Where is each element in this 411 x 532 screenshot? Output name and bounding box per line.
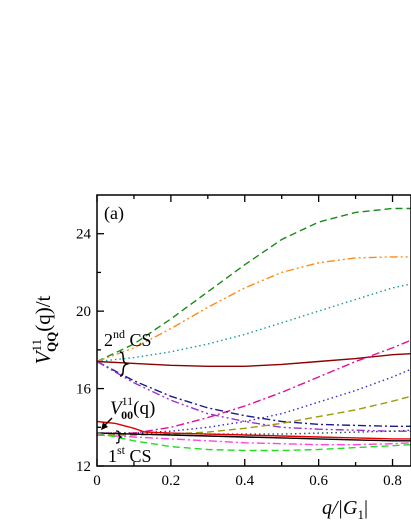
ylabel-argument: (q)/t: [31, 295, 55, 331]
xlabel-subscript: 1: [358, 507, 365, 522]
series-line-10: [97, 429, 411, 435]
series-line-1: [96, 207, 411, 363]
svg-text:V11QQ(q)/t: V11QQ(q)/t: [29, 295, 59, 364]
series-line-13: [96, 434, 411, 446]
series-line-11: [96, 420, 411, 440]
series-line-12: [96, 432, 411, 442]
y-tick-label: 12: [76, 459, 91, 475]
ticks: 0 0.2 0.4 0.6 0.8 12 16 20 24: [76, 195, 402, 489]
x-tick-label: 0.6: [309, 473, 328, 489]
x-tick-label: 0.8: [383, 473, 402, 489]
brace-1st-cs: [115, 430, 123, 444]
brace-2nd-cs: [119, 351, 130, 377]
xlabel-suffix: |: [364, 497, 368, 519]
y-tick-label: 24: [76, 227, 92, 243]
x-axis-label: q/|G1|: [322, 497, 368, 522]
y-tick-label: 16: [76, 382, 92, 398]
plot-lines: [96, 207, 411, 452]
panel-label: (a): [104, 203, 124, 224]
series-line-14: [96, 432, 411, 452]
series-line-5: [97, 339, 411, 434]
y-axis-label: V11QQ(q)/t: [29, 295, 59, 364]
annotation-1st-cs: 1st CS: [108, 443, 152, 466]
ylabel-superscript: 11: [29, 339, 44, 352]
x-tick-label: 0.2: [162, 473, 181, 489]
series-line-2: [96, 256, 411, 363]
arrow-v00: [101, 417, 113, 430]
xlabel-main: q/|G: [322, 497, 358, 519]
series-line-7: [96, 360, 411, 427]
ylabel-main: V: [31, 349, 55, 364]
series-line-8: [96, 360, 411, 432]
y-tick-label: 20: [76, 304, 91, 320]
annotation-v00: V11 00(q): [110, 394, 155, 422]
ylabel-subscript: QQ: [44, 332, 59, 352]
series-line-4: [96, 353, 411, 367]
plot-frame: [96, 194, 411, 467]
x-tick-label: 0.4: [235, 473, 254, 489]
annotation-2nd-cs: 2nd CS: [104, 327, 152, 350]
x-tick-label: 0: [93, 473, 101, 489]
